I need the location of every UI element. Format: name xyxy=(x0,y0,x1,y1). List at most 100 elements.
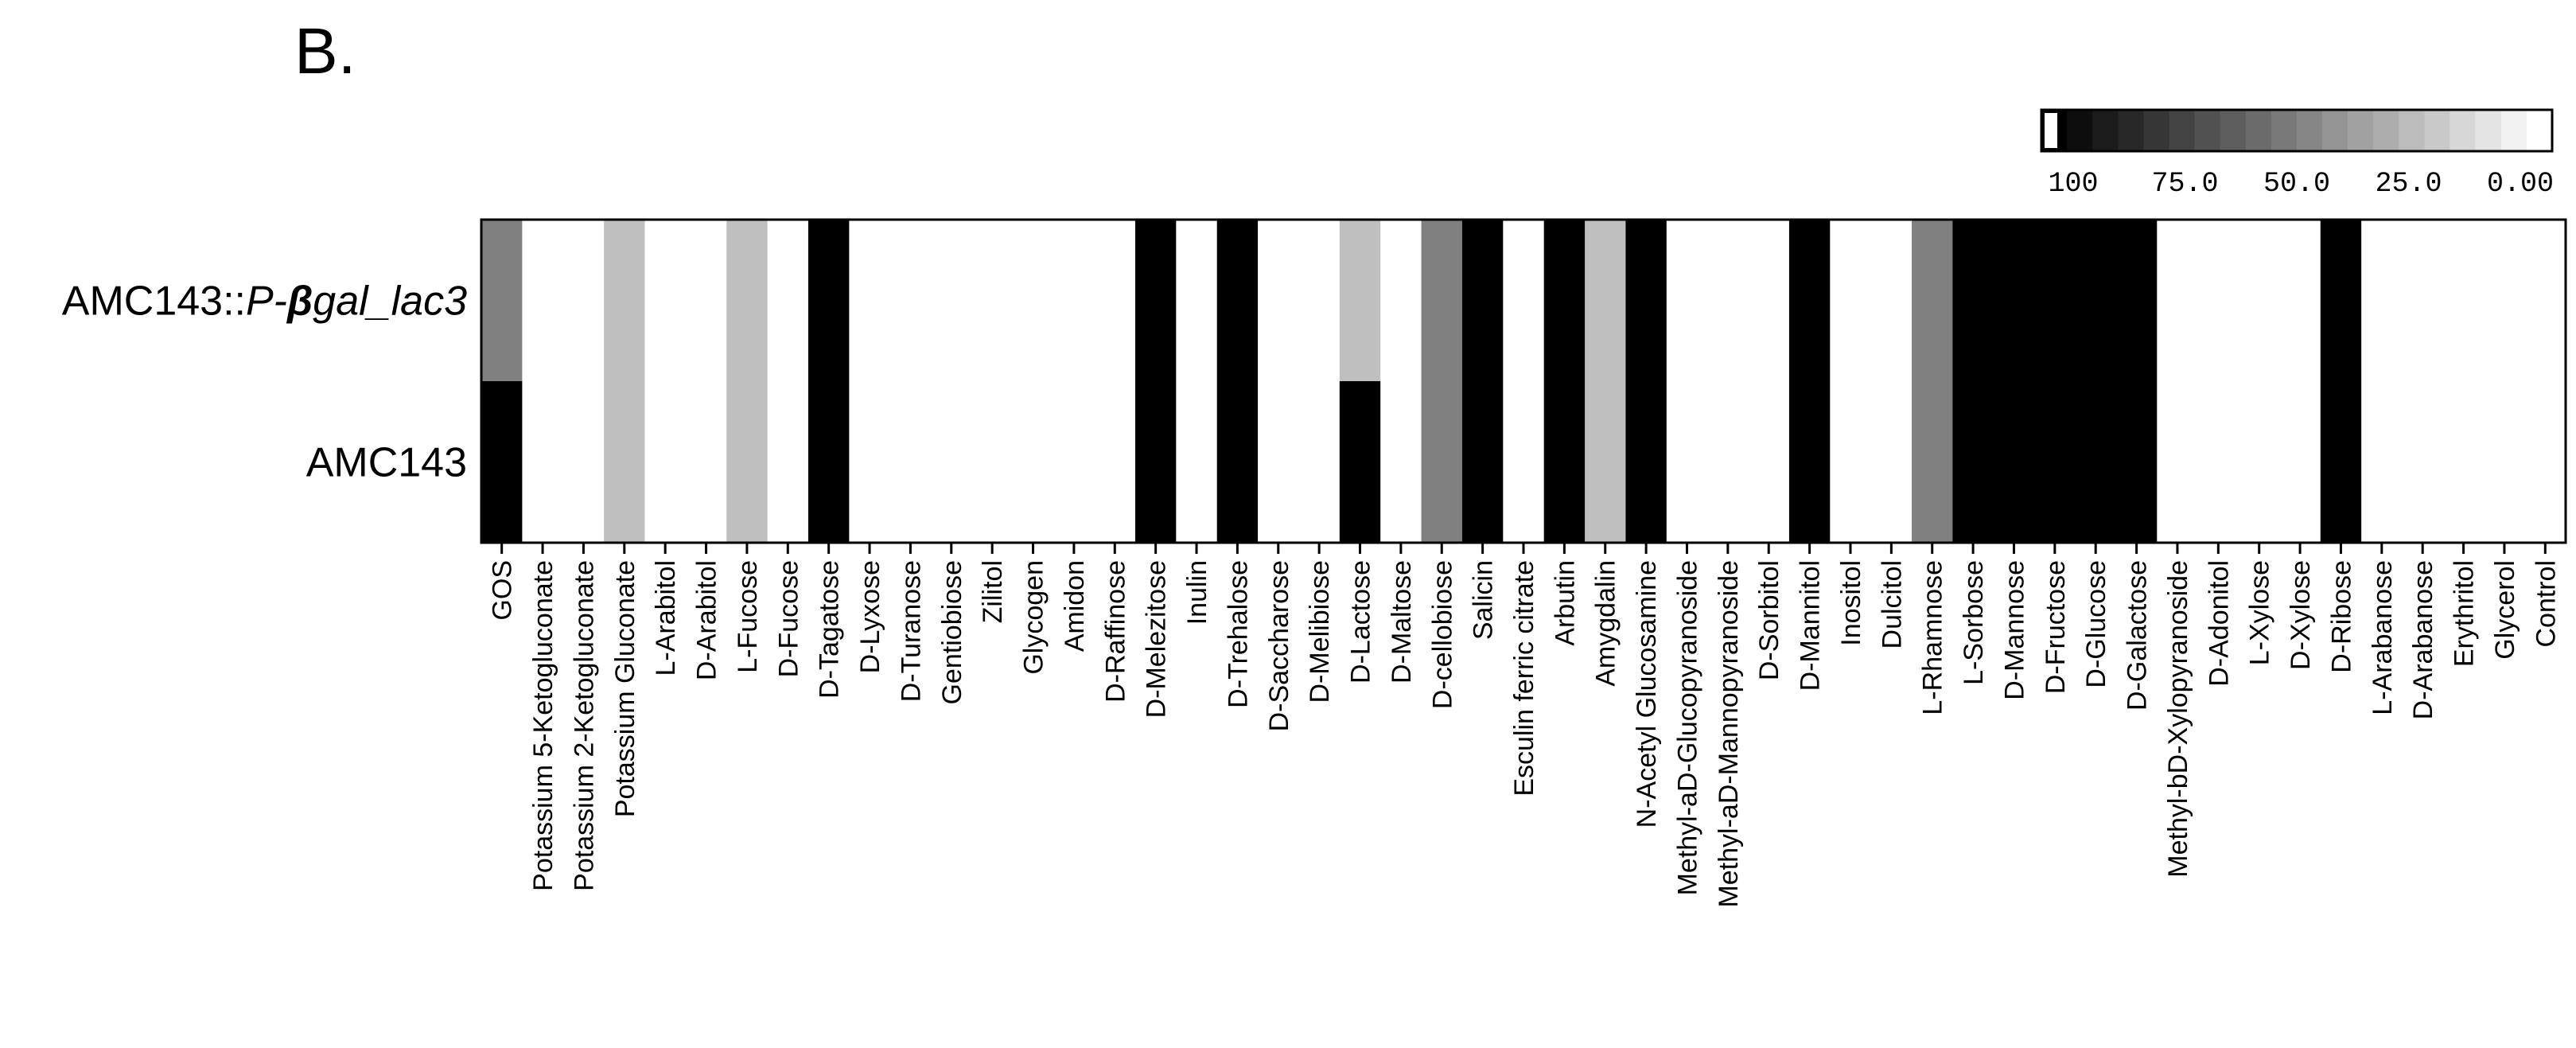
heatmap-cell xyxy=(971,220,1014,382)
heatmap-cell xyxy=(849,381,891,543)
heatmap-cell xyxy=(2402,381,2444,543)
heatmap-cell xyxy=(1461,220,1504,382)
heatmap-cell xyxy=(1503,220,1545,382)
heatmap-cell xyxy=(807,220,850,382)
column-label: D-Tagatose xyxy=(815,560,845,699)
column-label: L-Rhamnose xyxy=(1918,560,1948,715)
heatmap-cell xyxy=(2197,220,2239,382)
column-label: Inulin xyxy=(1182,560,1212,625)
heatmap-cell xyxy=(1339,220,1381,382)
heatmap-cell xyxy=(1870,220,1913,382)
heatmap-cell xyxy=(1176,381,1218,543)
column-label: D-cellobiose xyxy=(1427,560,1457,709)
heatmap-cell xyxy=(807,381,850,543)
row-label: AMC143 xyxy=(306,440,467,486)
column-label: Control xyxy=(2531,560,2561,648)
column-label: Potassium 2-Ketogluconate xyxy=(569,560,599,891)
heatmap-cell xyxy=(849,220,891,382)
heatmap-cell xyxy=(889,381,932,543)
column-label: Amidon xyxy=(1060,560,1090,652)
heatmap-cell xyxy=(1216,220,1259,382)
heatmap-cell xyxy=(1585,381,1627,543)
column-label: Methyl-aD-Glucopyranoside xyxy=(1672,560,1702,895)
heatmap-cell xyxy=(1339,381,1381,543)
heatmap-cell xyxy=(2157,381,2199,543)
heatmap-cell xyxy=(971,381,1014,543)
panel-label: B. xyxy=(294,15,356,88)
heatmap-cell xyxy=(1543,381,1586,543)
heatmap-cell xyxy=(889,220,932,382)
heatmap-cell xyxy=(1258,220,1300,382)
heatmap-cell xyxy=(1707,220,1749,382)
heatmap-cell xyxy=(1625,220,1667,382)
heatmap-cell xyxy=(2524,381,2566,543)
heatmap-cell xyxy=(1216,381,1259,543)
colorbar-gradient xyxy=(2041,110,2552,151)
column-label: D-Mannitol xyxy=(1796,560,1826,691)
column-label: Methyl-aD-Mannopyranoside xyxy=(1714,560,1744,908)
column-label: D-Ribose xyxy=(2326,560,2356,673)
heatmap-cell xyxy=(2320,381,2362,543)
heatmap-cell xyxy=(1134,220,1177,382)
column-label: D-Glucose xyxy=(2081,560,2111,688)
heatmap-cell xyxy=(1012,220,1054,382)
column-label: L-Arabanose xyxy=(2368,560,2398,715)
column-label: D-Fucose xyxy=(773,560,804,677)
heatmap-cell xyxy=(1952,381,1994,543)
column-label: D-Raffinose xyxy=(1100,560,1130,703)
heatmap-cell xyxy=(1380,220,1422,382)
heatmap-cell xyxy=(726,381,769,543)
heatmap-cell xyxy=(2320,220,2362,382)
heatmap-cell xyxy=(2524,220,2566,382)
colorbar-tick-label: 100 xyxy=(2048,168,2098,200)
heatmap-cell xyxy=(2484,220,2526,382)
heatmap-cell xyxy=(1748,381,1790,543)
column-label: D-Arabanose xyxy=(2408,560,2438,719)
column-label: D-Arabitol xyxy=(692,560,722,680)
column-label: Arbutin xyxy=(1550,560,1580,646)
heatmap-cell xyxy=(1666,220,1708,382)
heatmap-cell xyxy=(2075,381,2117,543)
heatmap-cell xyxy=(1952,220,1994,382)
heatmap-cell xyxy=(1258,381,1300,543)
heatmap-cell xyxy=(1585,220,1627,382)
colorbar-tick-label: 75.0 xyxy=(2151,168,2218,200)
heatmap-cell xyxy=(1912,220,1954,382)
heatmap-cell xyxy=(2239,381,2280,543)
heatmap-cell xyxy=(1053,381,1095,543)
heatmap-cell xyxy=(2115,381,2158,543)
column-label: L-Xylose xyxy=(2245,560,2275,665)
colorbar-tick-label: 0.00 xyxy=(2487,168,2554,200)
heatmap-cell xyxy=(1461,381,1504,543)
column-label: D-Lyxose xyxy=(855,560,885,673)
heatmap-cell xyxy=(1707,381,1749,543)
colorbar-tick-label: 25.0 xyxy=(2375,168,2442,200)
column-label: D-Lactose xyxy=(1346,560,1376,684)
heatmap-cell xyxy=(767,220,809,382)
heatmap-cell xyxy=(931,220,973,382)
column-label: N-Acetyl Glucosamine xyxy=(1632,560,1662,828)
column-label: Glycogen xyxy=(1019,560,1049,675)
column-label: Erythritol xyxy=(2450,560,2480,667)
column-label: L-Fucose xyxy=(733,560,763,673)
heatmap-cell xyxy=(1666,381,1708,543)
column-label: D-Fructose xyxy=(2041,560,2071,694)
heatmap-cell xyxy=(1830,220,1872,382)
column-label: Glycerol xyxy=(2490,560,2520,660)
heatmap-cell xyxy=(522,381,564,543)
column-label: D-Adonitol xyxy=(2204,560,2234,687)
column-label: L-Sorbose xyxy=(1959,560,1989,685)
column-label: D-Sorbitol xyxy=(1754,560,1784,680)
heatmap-cell xyxy=(644,381,687,543)
heatmap-cell xyxy=(1094,381,1136,543)
heatmap-cell xyxy=(562,220,605,382)
heatmap-cell xyxy=(604,381,646,543)
heatmap-cell xyxy=(685,381,727,543)
heatmap-cell xyxy=(931,381,973,543)
heatmap-cell xyxy=(481,381,523,543)
heatmap-cell xyxy=(1298,220,1341,382)
column-label: GOS xyxy=(488,560,518,621)
heatmap-cell xyxy=(1993,220,2035,382)
heatmap-cell xyxy=(2361,381,2403,543)
